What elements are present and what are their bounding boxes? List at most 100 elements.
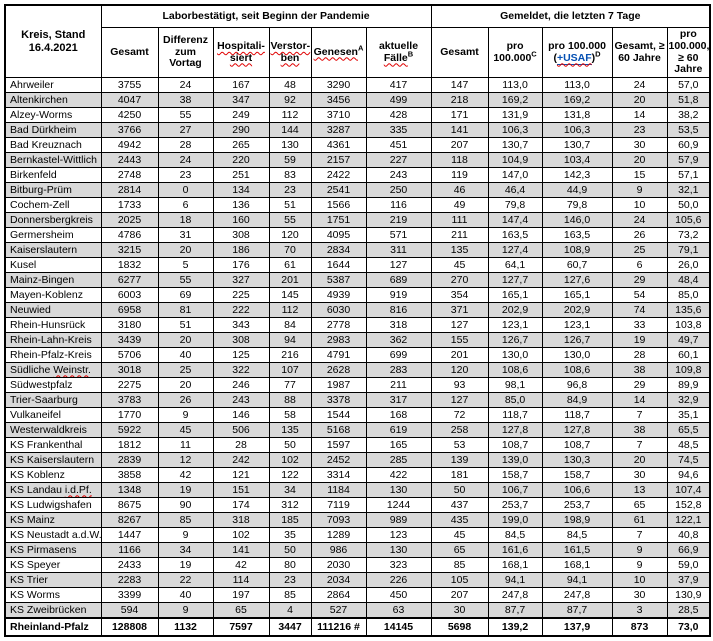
col-gesamt-ab60: Gesamt, ≥ 60 Jahre: [611, 27, 668, 78]
table-row: Rhein-Lahn-Kreis 3439 20 308 94 2983 362 155 126…: [4, 332, 711, 348]
cell-verstorben: 80: [268, 557, 312, 573]
table-row: KS Koblenz 3858 42 121 122 3314 422 181 158,7 158…: [4, 467, 711, 483]
cell-gesamt-ab60: 9: [611, 542, 668, 558]
table-row: Bad Kreuznach 4942 28 265 130 4361 451 207 130,7…: [4, 137, 711, 153]
cell-pro-100000-usaf: 106,6: [541, 482, 613, 498]
cell-gesamt-7-tage: 207: [430, 587, 489, 603]
cell-hospitalisiert: 322: [212, 362, 270, 378]
cell-genesen: 2628: [310, 362, 367, 378]
cell-pro-100000-usaf: 165,1: [541, 287, 613, 303]
kreis-name: KS Mainz: [4, 512, 102, 528]
kreis-name: Ahrweiler: [4, 77, 102, 93]
cell-genesen: 3290: [310, 77, 367, 93]
cell-gesamt: 2025: [100, 212, 159, 228]
kreis-name: Vulkaneifel: [4, 407, 102, 423]
table-row: KS Ludwigshafen 8675 90 174 312 7119 1244 437 25…: [4, 497, 711, 513]
cell-gesamt-7-tage: 181: [430, 467, 489, 483]
cell-gesamt-ab60: 61: [611, 512, 668, 528]
cell-gesamt: 4047: [100, 92, 159, 108]
cell-hospitalisiert: 121: [212, 467, 270, 483]
kreis-name: KS Frankenthal: [4, 437, 102, 453]
cell-gesamt-ab60: 26: [611, 227, 668, 243]
cell-differenz-zum-vortag: 51: [157, 317, 214, 333]
cell-hospitalisiert: 251: [212, 167, 270, 183]
cell-pro-100000: 64,1: [487, 257, 543, 273]
cell-gesamt: 1447: [100, 527, 159, 543]
cell-gesamt-7-tage: 171: [430, 107, 489, 123]
cell-differenz-zum-vortag: 27: [157, 122, 214, 138]
cell-hospitalisiert: 197: [212, 587, 270, 603]
cell-pro-100000-ab60: 105,6: [666, 212, 711, 228]
col-aktuelle-label: aktuelle: [378, 39, 419, 52]
cell-verstorben: 61: [268, 257, 312, 273]
cell-pro-100000: 127,7: [487, 272, 543, 288]
cell-gesamt: 3180: [100, 317, 159, 333]
col-pro-100000-ab60: pro 100.000, ≥ 60 Jahre: [666, 27, 711, 78]
cell-gesamt: 1812: [100, 437, 159, 453]
kreis-name: KS Koblenz: [4, 467, 102, 483]
table-row: KS Worms 3399 40 197 85 2864 450 207 247,8 247,8 3…: [4, 587, 711, 603]
cell-gesamt: 8267: [100, 512, 159, 528]
cell-gesamt-ab60: 7: [611, 407, 668, 423]
cell-gesamt-ab60: 6: [611, 257, 668, 273]
cell-gesamt: 1770: [100, 407, 159, 423]
cell-aktuelle-faelle: 362: [365, 332, 432, 348]
cell-hospitalisiert: 186: [212, 242, 270, 258]
cell-pro-100000-usaf: 84,5: [541, 527, 613, 543]
cell-gesamt-7-tage: 50: [430, 482, 489, 498]
group-header-last7days: Gemeldet, die letzten 7 Tage: [430, 4, 711, 28]
kreis-stand-header: Kreis, Stand 16.4.2021: [4, 4, 102, 78]
cell-hospitalisiert: 308: [212, 227, 270, 243]
table-row: KS Trier 2283 22 114 23 2034 226 105 94,1 94,1 10 3…: [4, 572, 711, 588]
cell-aktuelle-faelle: 226: [365, 572, 432, 588]
col-verstorben: Verstor-ben: [268, 27, 312, 78]
cell-genesen: 2030: [310, 557, 367, 573]
cell-pro-100000-ab60: 57,0: [666, 77, 711, 93]
cell-pro-100000: 131,9: [487, 107, 543, 123]
table-row: Altenkirchen 4047 38 347 92 3456 499 218 169,2 16…: [4, 92, 711, 108]
cell-hospitalisiert: 327: [212, 272, 270, 288]
cell-hospitalisiert: 243: [212, 392, 270, 408]
cell-verstorben: 112: [268, 302, 312, 318]
cell-pro-100000: 168,1: [487, 557, 543, 573]
cell-gesamt: 3755: [100, 77, 159, 93]
cell-differenz-zum-vortag: 69: [157, 287, 214, 303]
cell-gesamt-ab60: 38: [611, 422, 668, 438]
table-row: KS Landau i.d.Pf. 1348 19 151 34 1184 130 50 106…: [4, 482, 711, 498]
cell-aktuelle-faelle: 428: [365, 107, 432, 123]
cell-gesamt-ab60: 30: [611, 137, 668, 153]
cell-pro-100000-ab60: 53,5: [666, 122, 711, 138]
cell-verstorben: 84: [268, 317, 312, 333]
cell-pro-100000: 130,7: [487, 137, 543, 153]
cell-verstorben: 120: [268, 227, 312, 243]
col-hospitalisiert-label: Hospitali-siert: [217, 39, 265, 64]
cell-gesamt: 1733: [100, 197, 159, 213]
cell-differenz-zum-vortag: 12: [157, 452, 214, 468]
cell-verstorben: 59: [268, 152, 312, 168]
cell-hospitalisiert: 125: [212, 347, 270, 363]
table-row: KS Mainz 8267 85 318 185 7093 989 435 199,0 198,9…: [4, 512, 711, 528]
cell-aktuelle-faelle: 689: [365, 272, 432, 288]
cell-pro-100000: 202,9: [487, 302, 543, 318]
cell-gesamt-ab60: 20: [611, 152, 668, 168]
cell-genesen: 1289: [310, 527, 367, 543]
cell-differenz-zum-vortag: 24: [157, 77, 214, 93]
cell-hospitalisiert: 318: [212, 512, 270, 528]
cell-gesamt-ab60: 20: [611, 92, 668, 108]
cell-aktuelle-faelle: 311: [365, 242, 432, 258]
cell-differenz-zum-vortag: 24: [157, 152, 214, 168]
cell-differenz-zum-vortag: 55: [157, 107, 214, 123]
usaf-link[interactable]: +USAF: [556, 51, 592, 65]
cell-hospitalisiert: 225: [212, 287, 270, 303]
kreis-name: Alzey-Worms: [4, 107, 102, 123]
cell-differenz-zum-vortag: 1132: [157, 617, 214, 637]
cell-gesamt-7-tage: 45: [430, 527, 489, 543]
cell-differenz-zum-vortag: 19: [157, 482, 214, 498]
kreis-name: Neuwied: [4, 302, 102, 318]
kreis-name: KS Kaiserslautern: [4, 452, 102, 468]
cell-aktuelle-faelle: 165: [365, 437, 432, 453]
cell-hospitalisiert: 343: [212, 317, 270, 333]
cell-aktuelle-faelle: 285: [365, 452, 432, 468]
cell-pro-100000-usaf: 202,9: [541, 302, 613, 318]
cell-pro-100000-ab60: 59,0: [666, 557, 711, 573]
